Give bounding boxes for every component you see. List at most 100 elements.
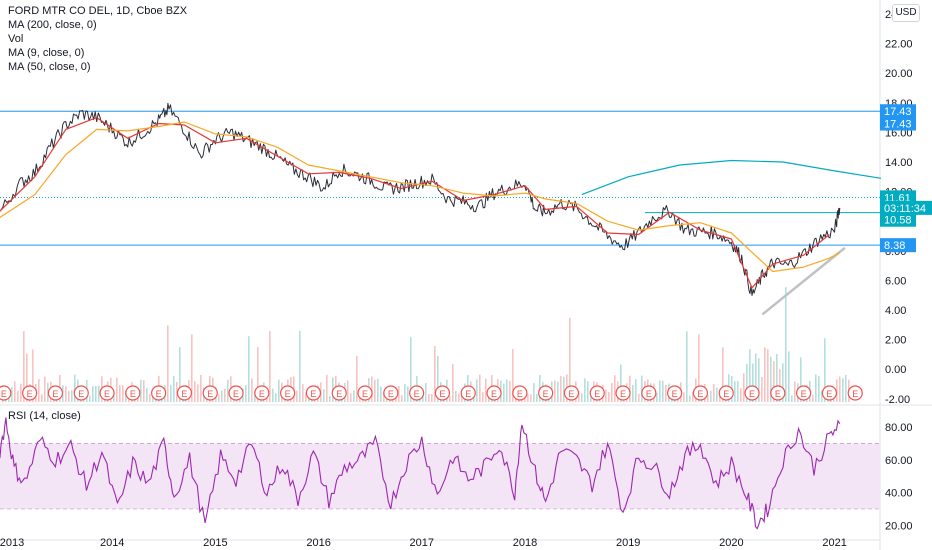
volume-bar (224, 388, 226, 402)
volume-bar (845, 374, 847, 402)
price-tick-label: 4.00 (885, 305, 906, 317)
volume-bar (371, 376, 373, 402)
volume-bar (431, 394, 433, 402)
time-axis: 2013 2014 2015 2016 2017 2018 2019 2020 2021 (0, 537, 847, 549)
time-tick-label: 2017 (410, 537, 434, 549)
volume-bar (275, 393, 277, 402)
volume-bar (734, 381, 736, 402)
time-tick-label: 2019 (616, 537, 640, 549)
price-tag-label: 17.43 (884, 106, 912, 118)
volume-bar (44, 376, 46, 402)
earnings-marker-circle (486, 385, 502, 401)
volume-bar (278, 379, 280, 402)
volume-bar (383, 393, 385, 402)
rsi-tick-label: 40.00 (885, 488, 913, 500)
legend-ma50[interactable]: MA (50, close, 0) (8, 61, 91, 73)
volume-bar (146, 388, 148, 402)
volume-bar (698, 334, 700, 402)
volume-bar (824, 338, 826, 402)
earnings-marker-label: E (27, 389, 33, 399)
volume-bar (683, 392, 685, 402)
price-axis: 24.0022.0020.0018.0016.0014.0012.0010.00… (885, 9, 913, 532)
time-tick-label: 2018 (513, 537, 537, 549)
volume-bar (218, 394, 220, 402)
earnings-marker-label: E (52, 389, 58, 399)
volume-bar (140, 379, 142, 402)
legend-vol[interactable]: Vol (8, 33, 24, 45)
volume-bar (557, 381, 559, 402)
earnings-marker-label: E (801, 389, 807, 399)
price-tick-label: -2.00 (885, 394, 910, 406)
earnings-marker-circle (73, 385, 89, 401)
volume-bar (302, 384, 304, 402)
earnings-marker-circle (692, 385, 709, 401)
volume-bar (89, 395, 91, 402)
price-tick-label: 20.00 (885, 68, 913, 80)
volume-bar (401, 395, 403, 402)
earnings-marker-circle (744, 385, 760, 401)
earnings-marker-label: E (568, 389, 574, 399)
price-tag-label: 03:11:34 (884, 203, 926, 215)
earnings-marker-circle (615, 385, 631, 401)
volume-bar (773, 361, 775, 402)
volume-bar (815, 374, 817, 402)
earnings-marker-label: E (672, 389, 678, 399)
price-tag-bg (880, 200, 932, 215)
volume-bar (11, 386, 13, 402)
time-tick-label: 2014 (100, 537, 124, 549)
volume-bar (398, 386, 400, 402)
volume-bar (587, 381, 589, 402)
volume-bar (197, 384, 199, 402)
volume-bar (176, 382, 178, 402)
volume-bar (425, 383, 427, 402)
earnings-marker-label: E (594, 389, 600, 399)
volume-bar (710, 390, 712, 402)
volume-bar (143, 380, 145, 402)
volume-bar (23, 331, 25, 402)
earnings-marker-circle (47, 385, 64, 401)
volume-bar (14, 381, 16, 402)
volume-bar (452, 363, 454, 402)
earnings-marker-label: E (826, 389, 832, 399)
volume-bar (179, 347, 181, 402)
volume-bar (782, 363, 784, 402)
volume-bar (839, 376, 841, 402)
rsi-legend[interactable]: RSI (14, close) (8, 410, 81, 422)
earnings-marker-circle (125, 385, 141, 401)
volume-bar (356, 355, 358, 402)
series-line-2 (0, 121, 841, 273)
volume-bar (614, 375, 616, 402)
volume-bar (707, 394, 709, 402)
volume-bar (68, 390, 70, 402)
legend-ma9[interactable]: MA (9, close, 0) (8, 47, 85, 59)
volume-bar (353, 390, 355, 402)
volume-bar (272, 388, 274, 402)
volume-bar (71, 390, 73, 402)
legend-ma200[interactable]: MA (200, close, 0) (8, 19, 97, 31)
earnings-marker-label: E (414, 389, 420, 399)
earnings-marker-label: E (207, 389, 213, 399)
volume-bar (92, 386, 94, 402)
volume-bar (836, 379, 838, 402)
earnings-marker-circle (0, 385, 12, 401)
price-tag-label: 10.58 (884, 215, 912, 227)
currency-button[interactable]: USD (892, 4, 920, 22)
series-line-0 (0, 102, 841, 296)
earnings-marker-label: E (723, 389, 729, 399)
earnings-marker-circle (357, 385, 373, 401)
volume-bar (428, 393, 430, 402)
earnings-marker-label: E (259, 389, 265, 399)
earnings-marker-circle (563, 385, 580, 401)
earnings-marker-label: E (517, 389, 523, 399)
series-line-3 (581, 159, 882, 196)
trend-line (761, 246, 846, 316)
earnings-marker-circle (641, 385, 657, 401)
rsi-tick-label: 60.00 (885, 455, 913, 467)
volume-bar (740, 388, 742, 402)
volume-bar (173, 375, 175, 402)
earnings-marker-circle (770, 385, 786, 401)
volume-bar (119, 385, 121, 402)
volume-bar (818, 376, 820, 402)
volume-bar (476, 379, 478, 402)
